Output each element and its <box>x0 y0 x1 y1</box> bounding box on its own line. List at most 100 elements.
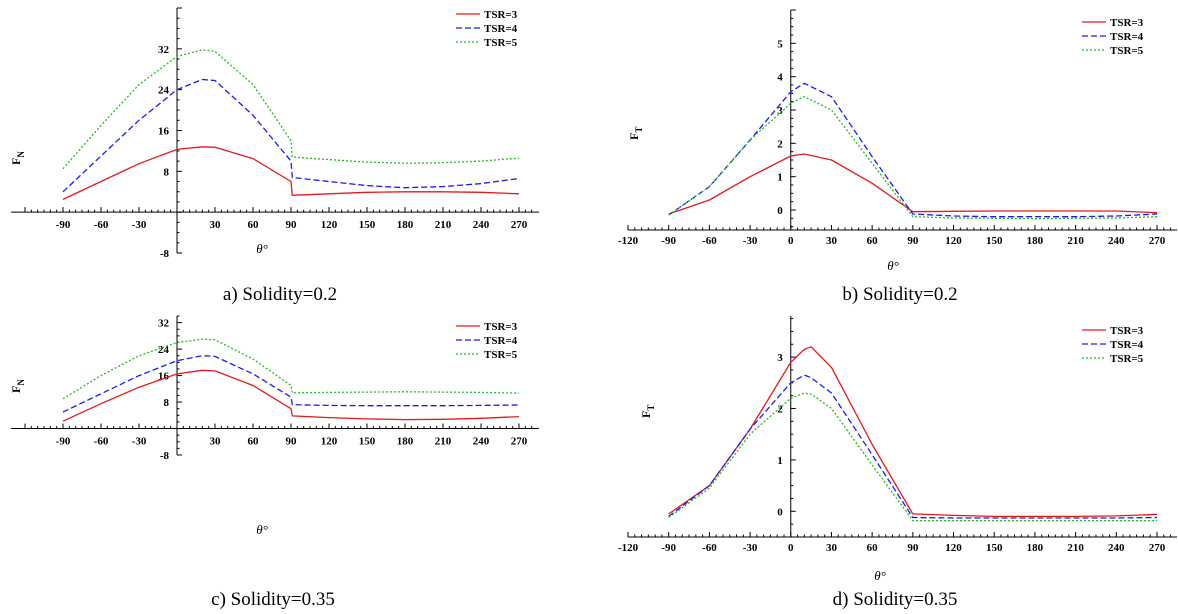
chart-caption: a) Solidity=0.2 <box>223 284 337 305</box>
x-tick-label: 120 <box>321 219 338 231</box>
x-axis-title: θ° <box>874 568 886 583</box>
y-tick-label: 24 <box>158 344 170 356</box>
y-tick-label: 24 <box>158 85 170 97</box>
y-axis-title-subscript: N <box>16 151 26 158</box>
y-tick-label: 32 <box>158 318 170 330</box>
x-tick-label: 150 <box>359 436 376 448</box>
x-tick-label: 90 <box>286 436 298 448</box>
y-axis-title: FN <box>9 379 26 393</box>
x-tick-label: -120 <box>618 235 639 247</box>
y-axis-title-subscript: T <box>646 405 656 411</box>
legend-label: TSR=3 <box>484 321 518 333</box>
x-tick-label: 180 <box>1027 235 1044 247</box>
series-line-tsr-4 <box>668 374 1158 519</box>
x-tick-label: 210 <box>1067 235 1084 247</box>
x-tick-label: 270 <box>1149 542 1166 554</box>
y-axis-title: FT <box>627 127 644 140</box>
legend-label: TSR=3 <box>1110 325 1144 337</box>
legend-label: TSR=4 <box>484 335 518 347</box>
x-tick-label: 60 <box>867 235 879 247</box>
y-tick-label: 5 <box>777 38 783 50</box>
y-tick-label: 16 <box>158 371 170 383</box>
x-tick-label: -30 <box>132 436 147 448</box>
x-tick-label: 90 <box>907 542 919 554</box>
x-tick-label: 240 <box>1108 542 1125 554</box>
y-tick-label: 32 <box>158 44 170 56</box>
x-tick-label: 240 <box>1108 235 1125 247</box>
y-axis-title-main: F <box>627 133 641 140</box>
x-tick-label: 180 <box>397 219 414 231</box>
y-tick-label: 8 <box>164 397 170 409</box>
x-tick-label: -90 <box>56 436 71 448</box>
x-tick-label: 180 <box>397 436 414 448</box>
legend-label: TSR=3 <box>1110 17 1144 29</box>
x-tick-label: 0 <box>788 235 794 247</box>
x-tick-label: 60 <box>248 436 260 448</box>
chart-panel-1: -90 -60 -30 30 60 90 120 150 180 210 240 270 -8 8 16 24… <box>9 7 539 305</box>
y-axis-title-main: F <box>9 386 23 393</box>
x-tick-label: -90 <box>661 542 676 554</box>
series-line-tsr-3 <box>668 153 1158 215</box>
series-line-tsr-4 <box>62 78 520 193</box>
x-tick-label: -120 <box>618 542 639 554</box>
x-tick-label: 30 <box>826 542 838 554</box>
x-tick-label: -30 <box>743 235 758 247</box>
x-tick-label: 90 <box>286 219 298 231</box>
x-tick-label: -30 <box>132 219 147 231</box>
x-tick-label: 120 <box>945 235 962 247</box>
x-tick-label: -60 <box>702 235 717 247</box>
y-tick-label: 2 <box>777 138 783 150</box>
x-tick-label: 30 <box>210 219 222 231</box>
x-axis-title: θ° <box>256 241 268 256</box>
chart-panel-2: -120 -90 -60 -30 0 30 60 90 120 150 180 210 240 270 0 1… <box>618 9 1177 305</box>
y-tick-label: 4 <box>777 72 783 84</box>
y-axis-title-main: F <box>639 411 653 418</box>
y-tick-label: 8 <box>164 166 170 178</box>
y-axis-title: FN <box>9 151 26 165</box>
y-tick-label: -8 <box>160 248 170 260</box>
series-line-tsr-5 <box>668 96 1158 220</box>
series-line-tsr-4 <box>62 355 520 413</box>
x-tick-label: 60 <box>248 219 260 231</box>
x-tick-label: -60 <box>94 219 109 231</box>
chart-caption: c) Solidity=0.35 <box>211 589 335 610</box>
y-tick-label: 1 <box>777 455 783 467</box>
y-tick-label: 16 <box>158 126 170 138</box>
series-line-tsr-3 <box>62 146 520 200</box>
x-tick-label: 120 <box>945 542 962 554</box>
x-tick-label: 120 <box>321 436 338 448</box>
x-tick-label: 240 <box>473 436 490 448</box>
x-tick-label: -60 <box>94 436 109 448</box>
x-axis-title: θ° <box>887 258 899 273</box>
x-tick-label: 60 <box>867 542 879 554</box>
x-tick-label: -90 <box>661 235 676 247</box>
x-tick-label: 210 <box>435 219 452 231</box>
legend-label: TSR=5 <box>484 37 518 49</box>
series-line-tsr-5 <box>62 49 520 170</box>
x-tick-label: 270 <box>511 436 528 448</box>
x-tick-label: 210 <box>1067 542 1084 554</box>
legend-label: TSR=4 <box>1110 339 1144 351</box>
legend-label: TSR=5 <box>1110 45 1144 57</box>
x-tick-label: 150 <box>359 219 376 231</box>
chart-caption: b) Solidity=0.2 <box>842 284 957 305</box>
y-tick-label: 2 <box>777 404 783 416</box>
x-tick-label: 0 <box>788 542 794 554</box>
y-tick-label: 3 <box>777 352 783 364</box>
x-tick-label: 270 <box>1149 235 1166 247</box>
y-tick-label: 1 <box>777 172 783 184</box>
legend-label: TSR=5 <box>484 349 518 361</box>
y-tick-label: -8 <box>160 450 170 462</box>
x-tick-label: -30 <box>743 542 758 554</box>
legend-label: TSR=4 <box>1110 31 1144 43</box>
x-tick-label: 180 <box>1027 542 1044 554</box>
x-tick-label: 150 <box>986 542 1003 554</box>
x-tick-label: 240 <box>473 219 490 231</box>
y-axis-title-subscript: N <box>16 379 26 386</box>
chart-panel-4: -120 -90 -60 -30 0 30 60 90 120 150 180 210 240 270 0 1… <box>618 316 1177 610</box>
x-tick-label: 30 <box>210 436 222 448</box>
y-axis-title-subscript: T <box>634 127 644 133</box>
legend-label: TSR=4 <box>484 23 518 35</box>
y-tick-label: 3 <box>777 105 783 117</box>
